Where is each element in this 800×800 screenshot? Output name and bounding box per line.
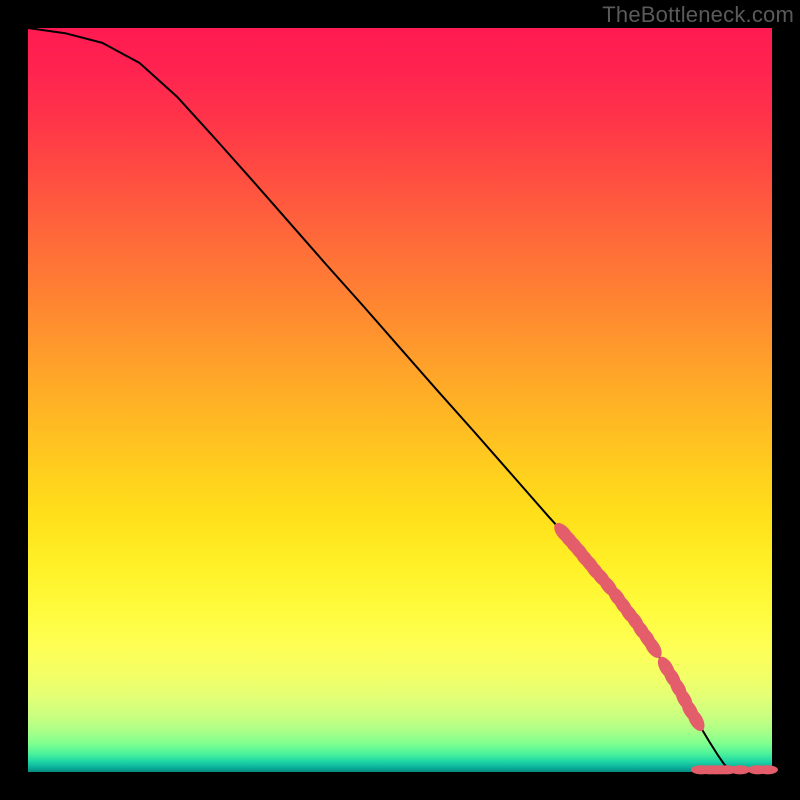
attribution-text: TheBottleneck.com [602, 2, 794, 28]
marker-point [730, 765, 751, 774]
chart-container: TheBottleneck.com [0, 0, 800, 800]
marker-point [757, 765, 778, 774]
bottleneck-chart [0, 0, 800, 800]
